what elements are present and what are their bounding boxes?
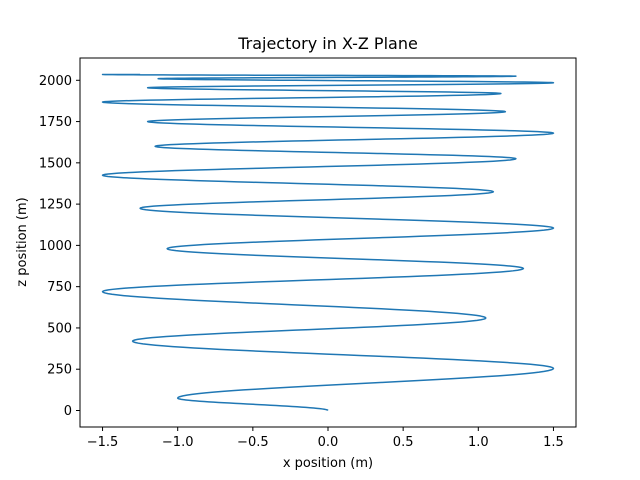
y-axis-ticks: 0 250 500 750 1000 1250 1500 1750 2000 bbox=[39, 74, 80, 419]
plot-area bbox=[101, 73, 555, 411]
x-tick-label: 1.5 bbox=[543, 435, 564, 450]
y-tick-label: 750 bbox=[47, 280, 72, 295]
x-axis-label: x position (m) bbox=[283, 456, 373, 471]
x-tick-label: 0.5 bbox=[393, 435, 414, 450]
x-tick-label: −0.5 bbox=[237, 435, 269, 450]
x-tick-label: −1.5 bbox=[87, 435, 119, 450]
y-tick-label: 250 bbox=[47, 363, 72, 378]
y-tick-label: 500 bbox=[47, 321, 72, 336]
y-tick-label: 1750 bbox=[39, 115, 72, 130]
y-axis-label: z position (m) bbox=[15, 197, 30, 286]
y-tick-label: 1500 bbox=[39, 156, 72, 171]
axes-frame bbox=[79, 57, 577, 428]
x-tick-label: −1.0 bbox=[162, 435, 194, 450]
trajectory-series-line bbox=[101, 73, 555, 411]
y-tick-label: 2000 bbox=[39, 74, 72, 89]
x-tick-label: 0.0 bbox=[318, 435, 339, 450]
x-axis-ticks: −1.5 −1.0 −0.5 0.0 0.5 1.0 1.5 bbox=[87, 427, 564, 450]
y-tick-label: 1000 bbox=[39, 239, 72, 254]
chart-title: Trajectory in X-Z Plane bbox=[237, 34, 418, 53]
y-tick-label: 1250 bbox=[39, 198, 72, 213]
x-tick-label: 1.0 bbox=[468, 435, 489, 450]
y-tick-label: 0 bbox=[64, 404, 72, 419]
